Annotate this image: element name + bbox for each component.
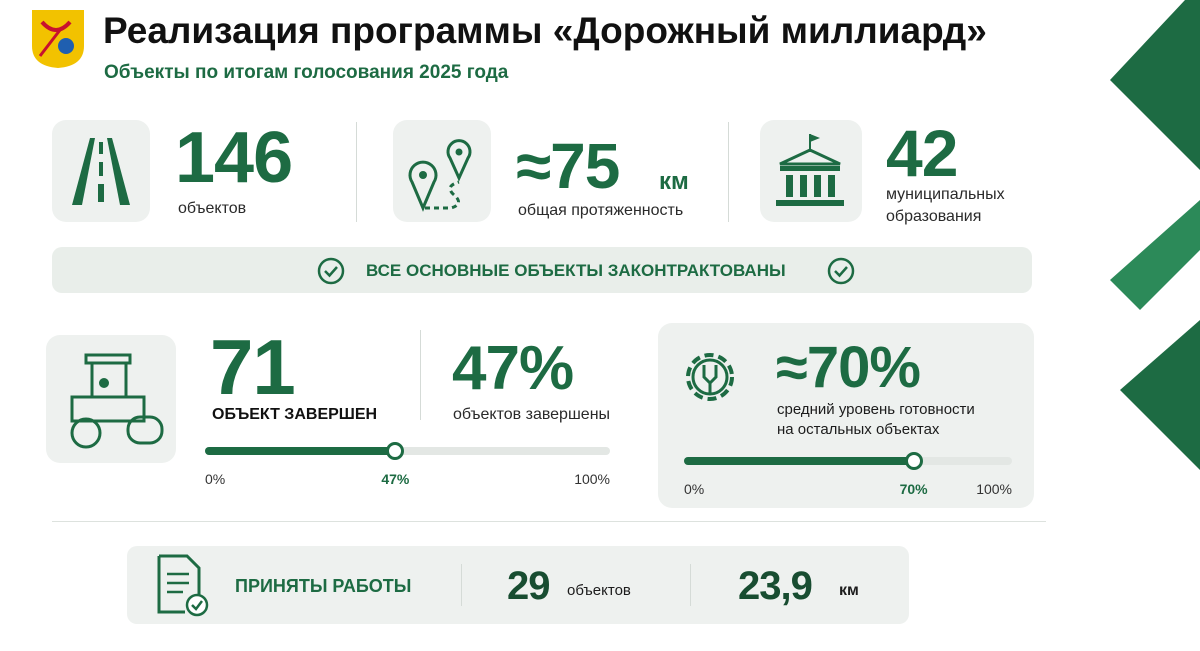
readiness-percent: ≈70% [776,335,921,400]
separator [728,122,729,222]
banner-text: ВСЕ ОСНОВНЫЕ ОБЪЕКТЫ ЗАКОНТРАКТОВАНЫ [366,261,786,280]
stat-label: общая протяженность [518,202,684,219]
divider [52,521,1046,522]
road-icon [72,138,130,205]
readiness-card: ≈70% средний уровень готовности на остал… [658,323,1034,508]
document-icon [157,554,209,617]
readiness-label: средний уровень готовности [777,401,975,418]
banner: ВСЕ ОСНОВНЫЕ ОБЪЕКТЫ ЗАКОНТРАКТОВАНЫ [52,247,1032,293]
gear-icon [686,353,734,401]
roller-icon-box [46,335,176,463]
progress-max-label: 100% [574,471,610,487]
stat-value: 42 [886,116,958,190]
road-icon-box [52,120,150,222]
completed-percent: 47% [452,334,574,403]
progress-value-label: 70% [899,481,928,497]
readiness-label: на остальных объектах [777,421,940,438]
roller-icon [70,353,164,449]
stat-value: ≈75 [516,130,620,202]
accepted-count: 29 [507,564,550,608]
progress-track [684,452,1012,470]
stat-unit: км [659,168,689,195]
stat-label: образования [886,208,982,225]
separator [420,330,421,420]
separator [690,564,691,606]
building-icon [776,134,844,206]
progress-max-label: 100% [976,481,1012,497]
progress-min-label: 0% [684,481,705,497]
progress-track [205,442,610,460]
separator [356,122,357,222]
check-icon [317,257,345,285]
completed-count-label: ОБЪЕКТ ЗАВЕРШЕН [212,406,378,423]
decoration [1110,0,1200,470]
accepted-count-unit: объектов [567,582,631,599]
separator [461,564,462,606]
stat-label: муниципальных [886,186,1005,203]
progress-marker [904,452,923,470]
route-icon-box [393,120,491,222]
subtitle: Объекты по итогам голосования 2025 года [104,62,509,83]
progress-marker [386,442,405,460]
progress-fill [205,447,396,455]
progress-value-label: 47% [381,471,410,487]
progress-fill [684,457,914,465]
accepted-length: 23,9 [738,564,813,608]
building-icon-box [760,120,862,222]
progress-min-label: 0% [205,471,226,487]
completed-count: 71 [210,323,296,411]
check-icon [827,257,855,285]
accepted-card: ПРИНЯТЫ РАБОТЫ 29 объектов 23,9 км [127,546,909,624]
completed-percent-label: объектов завершены [453,406,611,423]
emblem [32,10,84,68]
stat-label: объектов [178,200,247,217]
stat-value: 146 [175,118,293,198]
accepted-title: ПРИНЯТЫ РАБОТЫ [235,576,412,596]
route-icon [408,139,472,212]
title: Реализация программы «Дорожный миллиард» [103,10,987,51]
accepted-length-unit: км [839,582,859,599]
